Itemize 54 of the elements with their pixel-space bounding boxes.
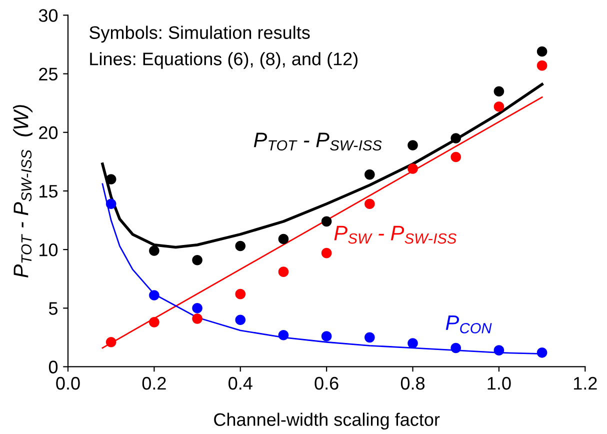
x-tick-label: 0.2 [142, 376, 166, 390]
point [494, 101, 504, 112]
point [321, 331, 332, 342]
point [408, 338, 418, 348]
point [278, 330, 289, 340]
series-label: P$_{TOT}$ - P$_{SW-ISS}$ [254, 132, 382, 151]
x-tick-label: 0.0 [56, 376, 80, 390]
point [408, 140, 418, 150]
point [192, 314, 202, 324]
point [321, 248, 332, 258]
point [278, 266, 289, 277]
x-tick-label: 1.2 [574, 376, 597, 390]
point [450, 152, 462, 162]
point [192, 302, 202, 314]
point [536, 46, 548, 57]
point [149, 246, 160, 256]
point [494, 345, 504, 356]
y-axis-title: P$_{TOT}$ - P$_{SW-ISS}$ (W) [13, 105, 32, 278]
point [450, 342, 462, 354]
x-tick-label: 1.0 [488, 376, 511, 390]
point [235, 240, 246, 252]
point [364, 169, 375, 180]
point [235, 288, 246, 300]
point [149, 317, 160, 328]
y-tick-label: 0 [48, 360, 58, 374]
point [536, 60, 548, 71]
point [536, 348, 548, 358]
y-tick-label: 20 [39, 126, 58, 140]
point [106, 336, 116, 348]
point [494, 86, 504, 97]
x-tick-label: 0.6 [314, 376, 338, 390]
point [149, 290, 160, 300]
point [235, 314, 246, 326]
x-tick-label: 0.4 [228, 376, 252, 390]
point [408, 164, 418, 174]
point [192, 254, 202, 266]
point [106, 174, 116, 184]
point [364, 198, 375, 209]
x-tick-label: 0.8 [400, 376, 425, 390]
y-tick-label: 30 [38, 9, 58, 22]
y-tick-label: 5 [48, 302, 58, 315]
point [450, 133, 462, 144]
point [364, 332, 375, 343]
annotation: Symbols: Simulation results [89, 26, 310, 43]
point [106, 198, 116, 209]
y-tick-label: 15 [40, 185, 58, 198]
series-label: P$_{CON}$ [446, 316, 492, 334]
y-tick-label: 10 [40, 243, 58, 256]
annotation: Lines: Equations (6), (8), and (12) [90, 52, 358, 69]
y-tick-label: 25 [39, 68, 58, 80]
point [321, 216, 332, 227]
point [278, 234, 289, 244]
series-label: P$_{SW}$ - P$_{SW-ISS}$ [334, 226, 456, 244]
x-axis-title: Channel-width scaling factor [214, 412, 440, 430]
